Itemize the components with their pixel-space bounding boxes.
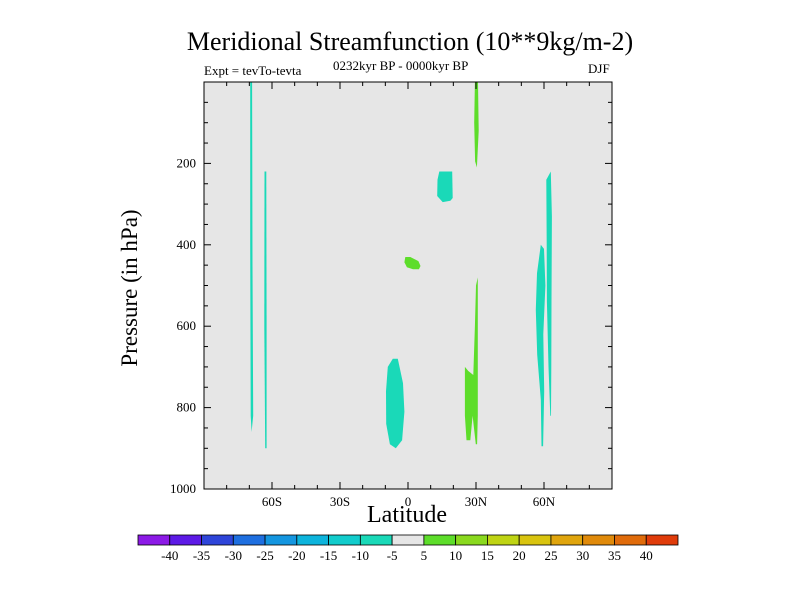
colorbar-swatch	[169, 534, 202, 546]
colorbar-label: -30	[225, 548, 242, 563]
y-tick-label: 600	[177, 318, 197, 333]
chart-title: Meridional Streamfunction (10**9kg/m-2)	[186, 27, 634, 56]
x-axis-label: Latitude	[367, 502, 447, 528]
colorbar-swatch	[487, 534, 520, 546]
colorbar-label: 25	[544, 548, 557, 563]
y-tick-label: 400	[177, 237, 197, 252]
colorbar-swatch	[137, 534, 171, 546]
x-tick-label: 60N	[533, 494, 556, 509]
y-tick-label: 1000	[170, 481, 196, 496]
colorbar-swatch	[518, 534, 552, 546]
colorbar-swatch	[423, 534, 457, 546]
experiment-label: Expt = tevTo-tevta	[204, 63, 302, 78]
colorbar-label: 10	[449, 548, 462, 563]
colorbar-swatch	[645, 534, 679, 546]
contour-region	[437, 171, 453, 203]
colorbar-label: -5	[387, 548, 398, 563]
y-tick-label: 800	[177, 400, 197, 415]
colorbar-label: -15	[320, 548, 337, 563]
colorbar-label: -25	[256, 548, 273, 563]
x-tick-label: 0	[405, 494, 412, 509]
contour-region	[250, 82, 254, 432]
colorbar-label: -40	[161, 548, 178, 563]
colorbar-swatch	[550, 534, 584, 546]
colorbar-label: -35	[193, 548, 210, 563]
time-range-label: 0232kyr BP - 0000kyr BP	[333, 58, 469, 73]
axes: 60S 30S 0 30N 60N 200 400 600 800 1000	[170, 81, 613, 509]
colorbar-swatch	[296, 534, 329, 546]
contour-region	[464, 277, 478, 445]
colorbar-swatch	[582, 534, 615, 546]
contour-region	[264, 171, 267, 449]
colorbar-swatch	[391, 534, 425, 546]
colorbar-label: 40	[640, 548, 653, 563]
colorbar-swatch	[232, 534, 266, 546]
x-tick-label: 30N	[465, 494, 488, 509]
contour-region	[474, 82, 479, 168]
colorbar-label: 5	[421, 548, 428, 563]
colorbar-label: -20	[288, 548, 305, 563]
colorbar-swatch	[455, 534, 488, 546]
colorbar-label: -10	[352, 548, 369, 563]
colorbar-label: 15	[481, 548, 494, 563]
colorbar: -40 -35 -30 -25 -20 -15 -10 -5 5 10 15 20 25 30 35 40	[137, 534, 679, 563]
x-tick-label: 30S	[330, 494, 350, 509]
contour-region	[535, 244, 546, 447]
contour-region	[386, 358, 405, 449]
contour-region	[404, 257, 421, 270]
colorbar-swatch	[328, 534, 361, 546]
y-tick-label: 200	[177, 155, 197, 170]
colorbar-swatch	[201, 534, 234, 546]
contour-region	[546, 171, 552, 416]
colorbar-swatch	[359, 534, 393, 546]
contour-regions	[250, 82, 552, 449]
colorbar-label: 35	[608, 548, 621, 563]
colorbar-label: 20	[513, 548, 526, 563]
colorbar-swatch	[264, 534, 298, 546]
season-label: DJF	[588, 61, 610, 76]
colorbar-swatch	[614, 534, 647, 546]
colorbar-label: 30	[576, 548, 589, 563]
x-tick-label: 60S	[262, 494, 282, 509]
